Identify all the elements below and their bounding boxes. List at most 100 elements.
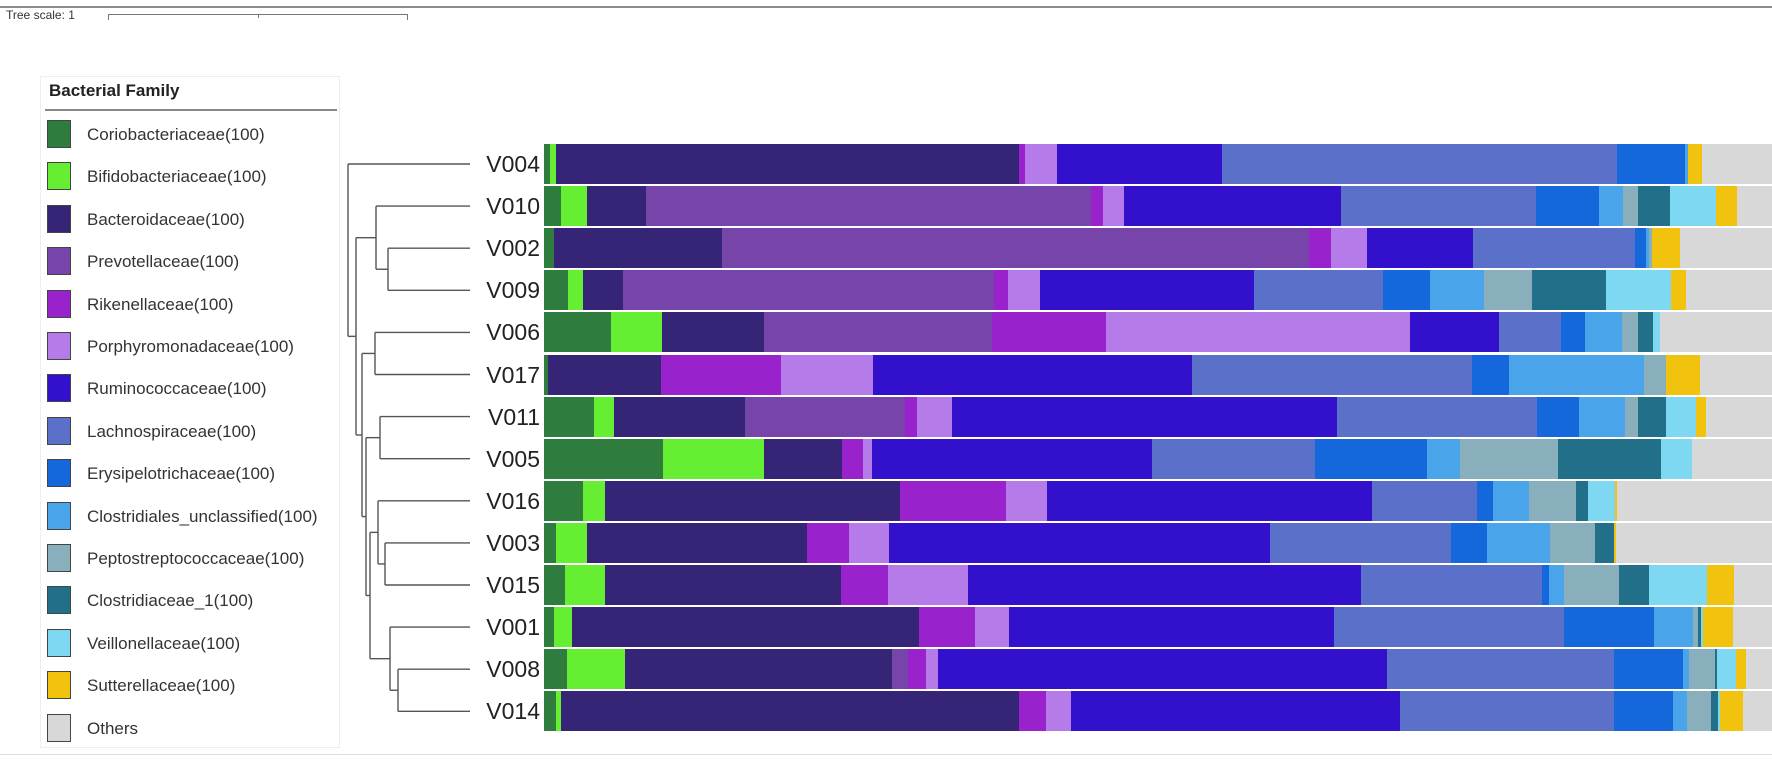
bar-segment (1564, 607, 1655, 648)
sample-label: V005 (486, 445, 540, 472)
legend-label: Bacteroidaceae(100) (87, 209, 245, 229)
legend-swatch (47, 628, 71, 657)
bar-segment (1644, 354, 1667, 395)
legend-item: Ruminococcaceae(100) (47, 374, 337, 404)
legend-label: Porphyromonadaceae(100) (87, 337, 294, 356)
legend-swatch (47, 332, 71, 360)
legend-item: Peptostreptococcaceae(100) (47, 544, 337, 574)
bar-segment (1532, 270, 1607, 311)
bar-segment (1733, 565, 1772, 605)
sample-label: V010 (486, 193, 540, 220)
bar-segment (583, 480, 606, 521)
bar-segment (848, 522, 890, 563)
bar-segment (1595, 522, 1615, 563)
bar-segment (561, 691, 1020, 732)
bar-segment (605, 565, 842, 605)
legend-label: Peptostreptococcaceae(100) (87, 549, 305, 568)
bar-segment (1360, 565, 1543, 605)
bar-segment (556, 144, 1020, 184)
bottom-border (0, 754, 1772, 755)
bar-segment (1735, 649, 1748, 690)
bar-segment (1451, 522, 1488, 563)
bar-segment (1670, 270, 1687, 311)
bar-segment (1542, 565, 1550, 605)
bar-segment (1618, 565, 1650, 605)
bar-segment (918, 607, 976, 648)
bar-segment (1254, 270, 1384, 311)
legend-item: Others (47, 713, 337, 744)
bar-segment (623, 270, 995, 311)
bar-segment (553, 607, 573, 648)
bar-segment (1706, 565, 1735, 605)
bar-row (544, 607, 1772, 648)
bar-segment (1151, 438, 1316, 479)
bar-segment (556, 522, 588, 563)
bar-segment (1383, 270, 1431, 311)
bar-segment (1429, 270, 1486, 311)
bar-segment (544, 565, 566, 605)
bar-segment (544, 480, 584, 521)
legend-label: Clostridiales_unclassified(100) (87, 506, 318, 526)
legend-label: Others (87, 718, 139, 738)
bar-segment (1599, 186, 1624, 227)
bar-segment (582, 270, 624, 311)
bar-segment (605, 480, 901, 521)
bar-segment (1617, 480, 1772, 521)
bar-segment (841, 565, 889, 605)
bar-segment (1584, 312, 1623, 353)
bar-segment (1717, 691, 1721, 732)
bar-segment (1269, 522, 1453, 563)
bar-segment (1399, 691, 1615, 732)
bar-segment (544, 312, 612, 353)
bar-segment (1371, 480, 1478, 521)
bar-segment (1498, 312, 1562, 353)
bar-segment (1623, 186, 1639, 227)
bar-segment (1090, 186, 1104, 227)
bar-segment (1046, 691, 1072, 732)
sample-label: V009 (486, 277, 540, 304)
legend-label: Coriobacteriaceae(100) (87, 125, 265, 144)
bar-segment (1472, 354, 1510, 395)
bar-segment (1687, 144, 1703, 184)
legend-swatch (47, 459, 71, 488)
legend-label: Rikenellaceae(100) (87, 294, 234, 314)
legend-label: Lachnospiraceae(100) (87, 421, 257, 441)
legend-panel: Bacterial Family Coriobacteriaceae(100) B… (40, 76, 340, 748)
bar-segment (1616, 522, 1772, 563)
legend-item: Erysipelotrichaceae(100) (47, 459, 337, 489)
bar-segment (586, 522, 808, 563)
bar-segment (663, 438, 765, 479)
bar-segment (1652, 312, 1661, 353)
bar-segment (1666, 396, 1697, 437)
bar-segment (1123, 186, 1342, 227)
legend-item: Lachnospiraceae(100) (47, 416, 337, 447)
bar-segment (1683, 649, 1690, 690)
bar-segment (951, 396, 1338, 437)
legend-item: Bacteroidaceae(100) (47, 204, 337, 235)
bar-segment (1685, 270, 1772, 311)
bar-segment (662, 312, 766, 353)
legend-divider (45, 109, 337, 111)
legend-swatch (47, 374, 71, 403)
bar-segment (1367, 228, 1474, 269)
legend-item: Coriobacteriaceae(100) (47, 120, 337, 150)
bar-segment (1736, 186, 1772, 227)
bar-row (544, 312, 1772, 353)
sample-label: V017 (486, 361, 540, 388)
bar-row (544, 565, 1772, 605)
bar-segment (1702, 144, 1772, 184)
bar-segment (561, 186, 588, 227)
bar-segment (544, 144, 551, 184)
bar-segment (660, 354, 782, 395)
bar-segment (763, 438, 843, 479)
bar-segment (625, 649, 893, 690)
bar-segment (586, 186, 647, 227)
legend-label: Prevotellaceae(100) (87, 252, 240, 272)
legend-swatch (47, 120, 71, 148)
bar-segment (1222, 144, 1618, 184)
bar-segment (544, 354, 549, 395)
bar-segment (975, 607, 1010, 648)
bar-segment (1613, 522, 1617, 563)
bar-segment (1695, 396, 1707, 437)
